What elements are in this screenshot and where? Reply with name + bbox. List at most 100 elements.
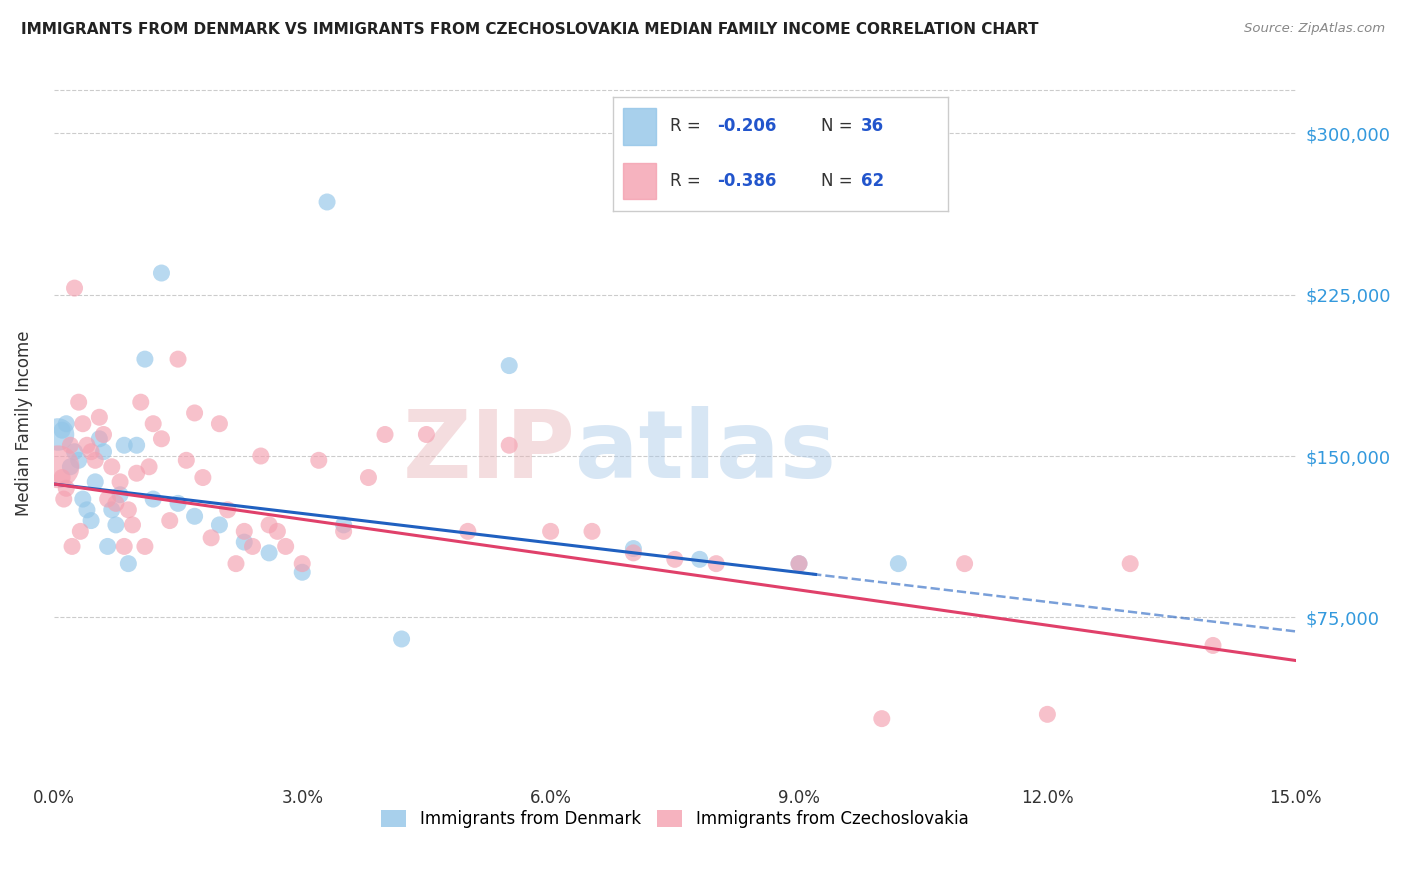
Point: [1119, 557, 1142, 571]
Point: [787, 557, 810, 571]
Point: [76, 438, 98, 452]
Point: [225, 557, 247, 571]
Point: [274, 540, 297, 554]
Point: [200, 531, 222, 545]
Point: [167, 352, 190, 367]
Point: [46, 427, 69, 442]
Point: [664, 552, 686, 566]
Point: [60, 540, 83, 554]
Point: [108, 488, 131, 502]
Point: [704, 557, 727, 571]
Point: [183, 406, 205, 420]
Point: [52, 491, 75, 506]
Point: [308, 453, 330, 467]
Point: [129, 395, 152, 409]
Point: [159, 514, 181, 528]
Point: [134, 352, 156, 367]
Point: [150, 432, 173, 446]
Point: [112, 438, 135, 452]
Point: [183, 509, 205, 524]
Point: [117, 557, 139, 571]
Point: [887, 557, 910, 571]
Point: [80, 514, 103, 528]
Point: [291, 566, 314, 580]
Point: [191, 470, 214, 484]
Point: [97, 491, 120, 506]
Point: [870, 712, 893, 726]
Point: [498, 438, 520, 452]
Point: [257, 517, 280, 532]
Point: [84, 475, 107, 489]
Point: [332, 517, 354, 532]
Point: [208, 417, 231, 431]
Point: [108, 475, 131, 489]
Point: [233, 535, 256, 549]
Point: [787, 557, 810, 571]
Point: [150, 266, 173, 280]
Point: [104, 517, 127, 532]
Point: [217, 503, 239, 517]
Point: [93, 427, 115, 442]
Point: [391, 632, 413, 646]
Point: [1202, 639, 1225, 653]
Point: [104, 496, 127, 510]
Point: [250, 449, 273, 463]
Text: Source: ZipAtlas.com: Source: ZipAtlas.com: [1244, 22, 1385, 36]
Point: [142, 491, 165, 506]
Point: [1036, 707, 1059, 722]
Point: [84, 453, 107, 467]
Point: [51, 470, 73, 484]
Point: [257, 546, 280, 560]
Point: [125, 467, 148, 481]
Point: [67, 395, 90, 409]
Point: [89, 432, 111, 446]
Point: [357, 470, 380, 484]
Point: [176, 453, 198, 467]
Point: [581, 524, 603, 539]
Point: [540, 524, 562, 539]
Point: [623, 546, 645, 560]
Point: [266, 524, 288, 539]
Point: [112, 540, 135, 554]
Point: [63, 281, 86, 295]
Point: [51, 423, 73, 437]
Text: ZIP: ZIP: [402, 406, 575, 498]
Point: [101, 459, 124, 474]
Point: [117, 503, 139, 517]
Point: [415, 427, 437, 442]
Point: [59, 459, 82, 474]
Point: [59, 438, 82, 452]
Point: [167, 496, 190, 510]
Point: [242, 540, 264, 554]
Point: [97, 540, 120, 554]
Point: [498, 359, 520, 373]
Legend: Immigrants from Denmark, Immigrants from Czechoslovakia: Immigrants from Denmark, Immigrants from…: [374, 803, 976, 835]
Point: [63, 444, 86, 458]
Point: [142, 417, 165, 431]
Point: [134, 540, 156, 554]
Point: [121, 517, 143, 532]
Point: [125, 438, 148, 452]
Point: [93, 444, 115, 458]
Point: [138, 459, 160, 474]
Text: atlas: atlas: [575, 406, 837, 498]
Point: [457, 524, 479, 539]
Point: [316, 194, 339, 209]
Point: [67, 453, 90, 467]
Text: IMMIGRANTS FROM DENMARK VS IMMIGRANTS FROM CZECHOSLOVAKIA MEDIAN FAMILY INCOME C: IMMIGRANTS FROM DENMARK VS IMMIGRANTS FR…: [21, 22, 1039, 37]
Point: [689, 552, 711, 566]
Point: [291, 557, 314, 571]
Point: [72, 491, 94, 506]
Point: [46, 459, 69, 474]
Point: [208, 517, 231, 532]
Point: [953, 557, 976, 571]
Point: [101, 503, 124, 517]
Point: [623, 541, 645, 556]
Point: [233, 524, 256, 539]
Point: [80, 444, 103, 458]
Point: [374, 427, 396, 442]
Point: [69, 524, 91, 539]
Point: [332, 524, 354, 539]
Point: [76, 503, 98, 517]
Point: [55, 417, 77, 431]
